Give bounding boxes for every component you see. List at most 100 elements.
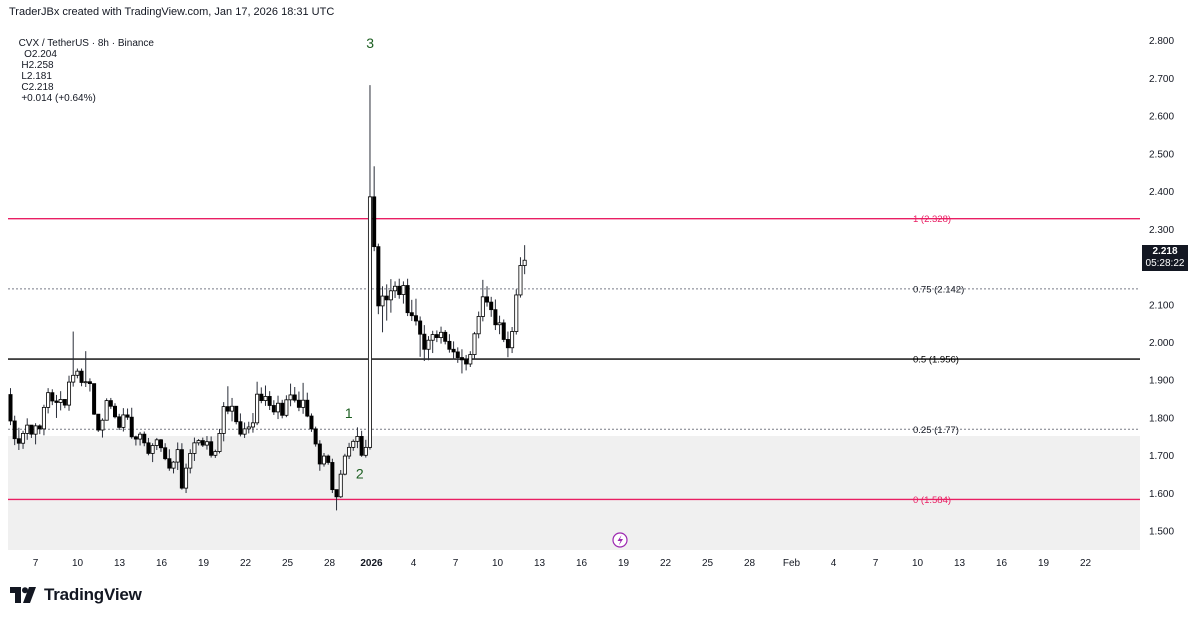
x-axis-tick-label: 7 [873,558,879,569]
candle-body [347,446,352,457]
candle-body [50,392,55,402]
x-axis-tick-label: 4 [411,558,417,569]
candle-body [288,394,293,401]
candle-body [497,322,502,326]
candle-body [321,455,326,465]
candle-body [175,449,180,463]
candle-body [480,296,485,317]
candle-body [184,467,189,489]
y-axis-tick-label: 1.700 [1149,451,1174,462]
candle-body [230,405,235,412]
candle-body [75,370,80,376]
last-price: 2.218 [1152,246,1178,257]
x-axis-tick-label: 4 [831,558,837,569]
x-axis-tick-label: 28 [324,558,336,569]
wave-label: 2 [356,465,364,481]
candle-body [397,285,402,295]
candle-body [46,392,51,408]
candle-body [167,458,172,469]
candle-body [334,489,339,498]
candle-body [121,414,126,428]
candle-body [58,399,63,403]
candle-body [284,399,289,416]
candle-body [472,333,477,355]
candle-body [12,420,17,440]
candle-body [100,419,105,431]
x-axis-tick-label: 16 [156,558,168,569]
support-zone [8,436,1140,550]
symbol-name[interactable]: CVX / TetherUS · 8h · Binance [18,38,154,49]
candle-body [71,374,76,383]
y-axis-tick-label: 2.600 [1149,112,1174,123]
x-axis-tick-label: 10 [492,558,504,569]
low-label: L [21,71,27,82]
candle-body [418,320,423,335]
candle-body [246,426,251,430]
candle-body [117,416,122,428]
y-axis-tick-label: 2.800 [1149,36,1174,47]
candle-body [259,393,264,401]
x-axis-tick-label: 2026 [360,558,383,569]
candle-body [196,440,201,444]
candle-body [443,331,448,342]
tradingview-logo[interactable]: TradingView [10,584,142,606]
candle-body [33,425,38,435]
low-value: 2.181 [26,71,52,82]
candle-body [313,428,318,445]
candle-body [430,334,435,341]
candle-body [422,333,427,350]
candle-body [367,196,372,448]
candle-body [401,285,406,295]
candle-body [87,381,92,385]
candle-body [129,416,134,438]
candle-body [464,359,469,365]
x-axis-tick-label: 28 [744,558,756,569]
candle-body [271,405,276,413]
candle-body [326,455,331,463]
chart-credit: TraderJBx created with TradingView.com, … [9,6,335,18]
lightning-event-icon[interactable] [612,532,628,548]
open-label: O [24,49,32,60]
candle-body [351,440,356,448]
candle-body [501,322,506,340]
candle-body [355,436,360,442]
fib-level-label: 1 (2.328) [913,214,951,225]
candle-body [250,422,255,428]
candle-body [309,415,314,430]
x-axis-tick-label: 22 [240,558,252,569]
bar-countdown: 05:28:22 [1145,258,1185,269]
candle-body [238,421,243,435]
candle-body [204,441,209,446]
y-axis-tick-label: 2.700 [1149,74,1174,85]
x-axis-tick-label: Feb [783,558,801,569]
candle-body [409,312,414,317]
x-axis-tick-label: 10 [912,558,924,569]
candle-body [225,406,230,412]
y-axis-tick-label: 2.400 [1149,187,1174,198]
candle-body [21,433,26,444]
candle-body [92,383,97,415]
candle-body [158,439,163,449]
candle-body [125,414,130,418]
candle-body [192,442,197,454]
wave-label: 3 [366,35,374,51]
x-axis-tick-label: 16 [576,558,588,569]
candle-body [79,370,84,383]
close-label: C [21,82,29,93]
candle-body [413,315,418,322]
x-axis-tick-label: 19 [618,558,630,569]
candle-body [16,438,21,444]
candle-body [468,354,473,365]
x-axis-tick-label: 25 [282,558,294,569]
candle-body [37,425,42,430]
x-axis-tick-label: 16 [996,558,1008,569]
y-axis-tick-label: 2.100 [1149,300,1174,311]
candle-body [133,436,138,440]
candle-body [434,334,439,338]
high-label: H [21,60,29,71]
lightning-bolt [617,535,623,546]
candle-body [493,309,498,326]
x-axis-tick-label: 19 [1038,558,1050,569]
x-axis-tick-label: 10 [72,558,84,569]
